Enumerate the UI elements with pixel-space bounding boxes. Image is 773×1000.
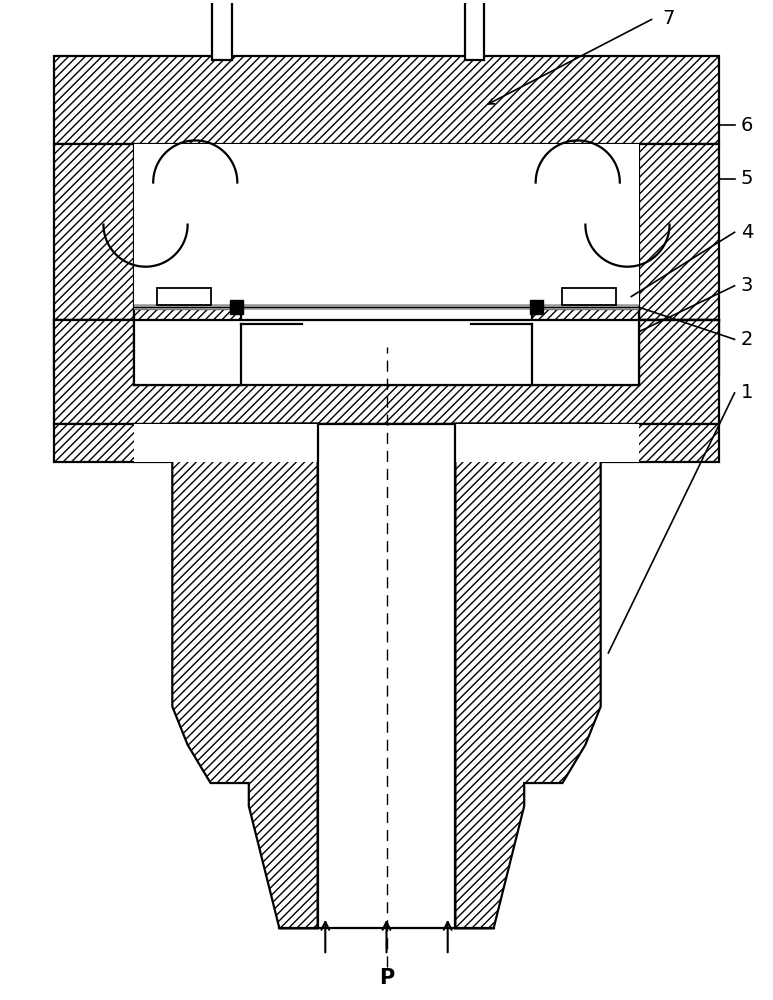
Text: P: P bbox=[379, 968, 394, 988]
Text: 4: 4 bbox=[741, 223, 753, 242]
Bar bbox=[563, 288, 616, 305]
Bar bbox=[134, 424, 639, 462]
Bar bbox=[54, 320, 719, 424]
Bar bbox=[530, 300, 543, 314]
Bar bbox=[213, 0, 232, 60]
Text: 3: 3 bbox=[741, 276, 753, 295]
Bar bbox=[639, 144, 719, 320]
Text: 7: 7 bbox=[662, 9, 674, 28]
Bar bbox=[134, 309, 241, 385]
Bar bbox=[465, 0, 484, 60]
Bar bbox=[241, 324, 302, 385]
Bar bbox=[230, 300, 243, 314]
Bar bbox=[471, 324, 532, 385]
Bar bbox=[302, 324, 471, 385]
Text: 6: 6 bbox=[741, 116, 753, 135]
Bar bbox=[54, 424, 719, 462]
Bar bbox=[134, 320, 639, 385]
Bar bbox=[134, 144, 639, 320]
Bar bbox=[532, 309, 639, 385]
Bar bbox=[318, 424, 455, 928]
Polygon shape bbox=[172, 424, 318, 928]
Bar bbox=[54, 56, 719, 144]
Text: 1: 1 bbox=[741, 383, 753, 402]
Text: 2: 2 bbox=[741, 330, 753, 349]
Bar bbox=[54, 320, 719, 374]
Polygon shape bbox=[455, 424, 601, 928]
Text: 5: 5 bbox=[741, 169, 753, 188]
Bar bbox=[54, 144, 134, 320]
Bar bbox=[134, 320, 639, 374]
Bar bbox=[157, 288, 210, 305]
